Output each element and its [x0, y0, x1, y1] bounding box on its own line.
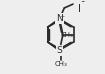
Text: N: N: [56, 14, 63, 23]
Text: ¯: ¯: [81, 1, 85, 10]
Text: S: S: [57, 46, 62, 55]
Text: I: I: [78, 4, 81, 14]
Text: +: +: [59, 14, 65, 19]
Text: CH₃: CH₃: [60, 32, 73, 38]
Text: CH₃: CH₃: [54, 61, 67, 67]
